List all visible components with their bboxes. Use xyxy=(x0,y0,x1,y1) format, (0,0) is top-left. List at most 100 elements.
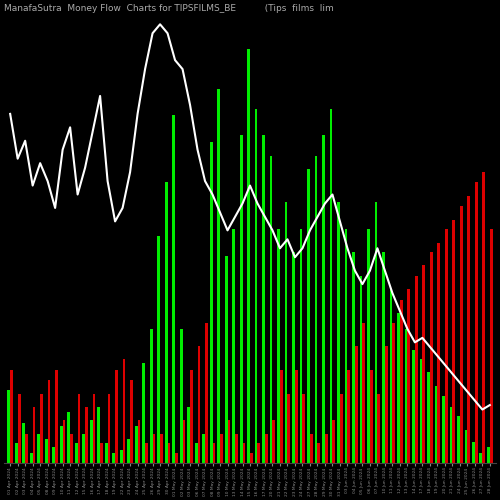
Bar xyxy=(330,108,332,464)
Bar xyxy=(160,434,163,464)
Bar xyxy=(10,370,13,464)
Bar xyxy=(134,426,138,464)
Bar xyxy=(370,370,373,464)
Bar xyxy=(127,439,130,464)
Bar xyxy=(115,370,118,464)
Bar xyxy=(52,447,55,464)
Bar xyxy=(430,252,432,464)
Bar xyxy=(480,452,482,464)
Bar xyxy=(92,394,96,464)
Bar xyxy=(100,443,103,464)
Bar xyxy=(457,416,460,464)
Bar xyxy=(292,252,295,464)
Bar xyxy=(280,370,283,464)
Bar xyxy=(38,434,40,464)
Bar xyxy=(15,443,18,464)
Bar xyxy=(224,256,228,464)
Bar xyxy=(490,229,492,464)
Bar xyxy=(82,434,85,464)
Bar xyxy=(318,443,320,464)
Bar xyxy=(390,290,392,464)
Bar xyxy=(62,420,66,464)
Bar xyxy=(307,169,310,464)
Bar xyxy=(130,380,133,464)
Bar xyxy=(254,108,258,464)
Bar xyxy=(205,323,208,464)
Bar xyxy=(284,202,288,464)
Bar xyxy=(190,370,193,464)
Bar xyxy=(300,229,302,464)
Bar xyxy=(70,434,73,464)
Bar xyxy=(187,407,190,464)
Bar xyxy=(337,202,340,464)
Bar xyxy=(242,443,246,464)
Bar xyxy=(194,443,198,464)
Bar xyxy=(78,394,80,464)
Bar xyxy=(212,443,216,464)
Bar xyxy=(340,394,343,464)
Bar xyxy=(8,390,10,464)
Bar xyxy=(445,229,448,464)
Bar xyxy=(235,434,238,464)
Bar xyxy=(180,330,182,464)
Bar xyxy=(25,434,28,464)
Bar xyxy=(168,443,170,464)
Bar xyxy=(352,252,355,464)
Bar xyxy=(262,136,265,464)
Bar xyxy=(288,394,290,464)
Bar xyxy=(172,116,175,464)
Text: ManafaSutra  Money Flow  Charts for TIPSFILMS_BE          (Tips  films  lim: ManafaSutra Money Flow Charts for TIPSFI… xyxy=(4,4,334,13)
Bar xyxy=(22,423,25,464)
Bar xyxy=(472,442,475,464)
Bar xyxy=(487,447,490,464)
Bar xyxy=(295,370,298,464)
Bar xyxy=(442,396,445,464)
Bar xyxy=(360,276,362,464)
Bar xyxy=(48,380,50,464)
Bar xyxy=(468,196,470,464)
Bar xyxy=(438,242,440,464)
Bar xyxy=(348,370,350,464)
Bar xyxy=(182,420,186,464)
Bar xyxy=(228,420,230,464)
Bar xyxy=(45,439,48,464)
Bar xyxy=(157,236,160,464)
Bar xyxy=(314,156,318,464)
Bar xyxy=(385,346,388,464)
Bar xyxy=(420,359,422,464)
Bar xyxy=(404,330,407,464)
Bar xyxy=(250,452,253,464)
Bar xyxy=(412,350,415,464)
Bar xyxy=(272,420,276,464)
Bar xyxy=(30,452,32,464)
Bar xyxy=(98,407,100,464)
Bar xyxy=(460,206,462,464)
Bar xyxy=(75,443,78,464)
Bar xyxy=(210,142,212,464)
Bar xyxy=(367,229,370,464)
Bar xyxy=(392,323,396,464)
Bar xyxy=(464,430,468,464)
Bar xyxy=(112,452,115,464)
Bar xyxy=(422,266,425,464)
Bar xyxy=(322,136,325,464)
Bar xyxy=(85,407,88,464)
Bar xyxy=(32,407,35,464)
Bar xyxy=(482,172,485,464)
Bar xyxy=(55,370,58,464)
Bar xyxy=(60,426,62,464)
Bar xyxy=(378,394,380,464)
Bar xyxy=(258,443,260,464)
Bar xyxy=(374,202,378,464)
Bar xyxy=(68,412,70,464)
Bar xyxy=(120,450,122,464)
Bar xyxy=(202,434,205,464)
Bar xyxy=(265,434,268,464)
Bar xyxy=(408,290,410,464)
Bar xyxy=(270,156,272,464)
Bar xyxy=(104,443,108,464)
Bar xyxy=(344,229,348,464)
Bar xyxy=(164,182,168,464)
Bar xyxy=(450,407,452,464)
Bar xyxy=(332,420,336,464)
